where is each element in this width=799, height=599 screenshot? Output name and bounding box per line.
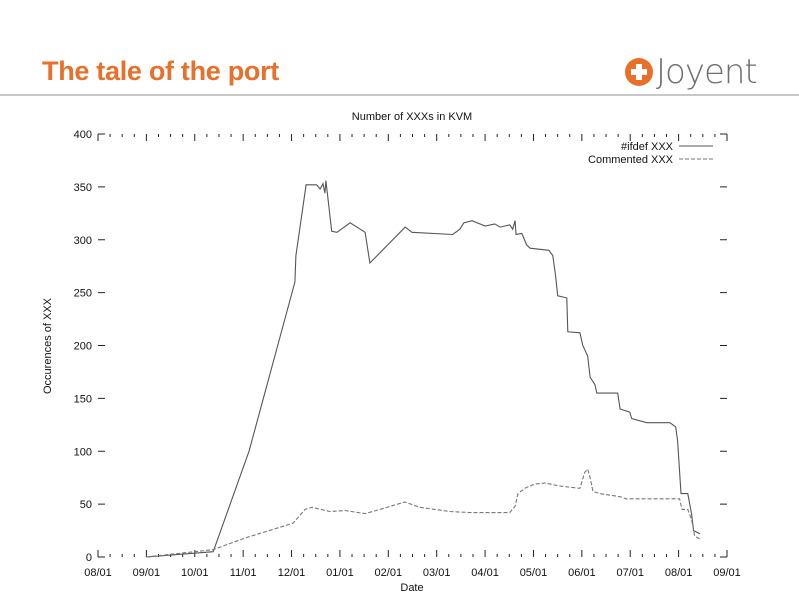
y-tick-label: 0 [86, 552, 92, 564]
axis-ticks: 08/01 09/01 10/01 11/01 12/01 01/01 02/01 03/01… [74, 129, 741, 579]
legend-label: #ifdef XXX [621, 141, 674, 153]
header-divider [0, 94, 799, 96]
x-tick-label: 02/01 [375, 567, 403, 579]
x-tick-label: 09/01 [133, 567, 161, 579]
series-line-ifdef [146, 180, 701, 558]
y-tick-label: 100 [74, 446, 92, 458]
x-tick-label: 01/01 [326, 567, 354, 579]
series-lines [146, 180, 701, 558]
y-axis-label: Occurences of XXX [42, 297, 54, 394]
slide-title: The tale of the port [42, 56, 280, 86]
legend-label: Commented XXX [588, 154, 674, 166]
x-tick-label: 04/01 [471, 567, 499, 579]
y-tick-label: 150 [74, 393, 92, 405]
x-tick-label: 08/01 [665, 567, 693, 579]
x-tick-label: 12/01 [278, 567, 306, 579]
y-tick-label: 400 [74, 129, 92, 141]
y-tick-label: 300 [74, 235, 92, 247]
y-tick-label: 250 [74, 288, 92, 300]
x-tick-label: 10/01 [181, 567, 209, 579]
x-tick-label: 11/01 [230, 567, 257, 579]
logo-text: Joyent [656, 52, 758, 92]
x-tick-label: 09/01 [713, 567, 741, 579]
y-tick-label: 200 [74, 341, 92, 353]
x-tick-label: 08/01 [84, 567, 112, 579]
x-axis-label: Date [400, 582, 423, 594]
y-tick-label: 50 [80, 499, 92, 511]
y-tick-label: 350 [74, 182, 92, 194]
x-tick-label: 05/01 [520, 567, 548, 579]
x-tick-label: 07/01 [616, 567, 644, 579]
series-line-commented [146, 468, 701, 558]
x-tick-label: 06/01 [568, 567, 596, 579]
joyent-logo: Joyent [625, 52, 758, 92]
x-tick-label: 03/01 [423, 567, 451, 579]
chart-title: Number of XXXs in KVM [352, 111, 472, 123]
plus-icon [625, 58, 653, 86]
